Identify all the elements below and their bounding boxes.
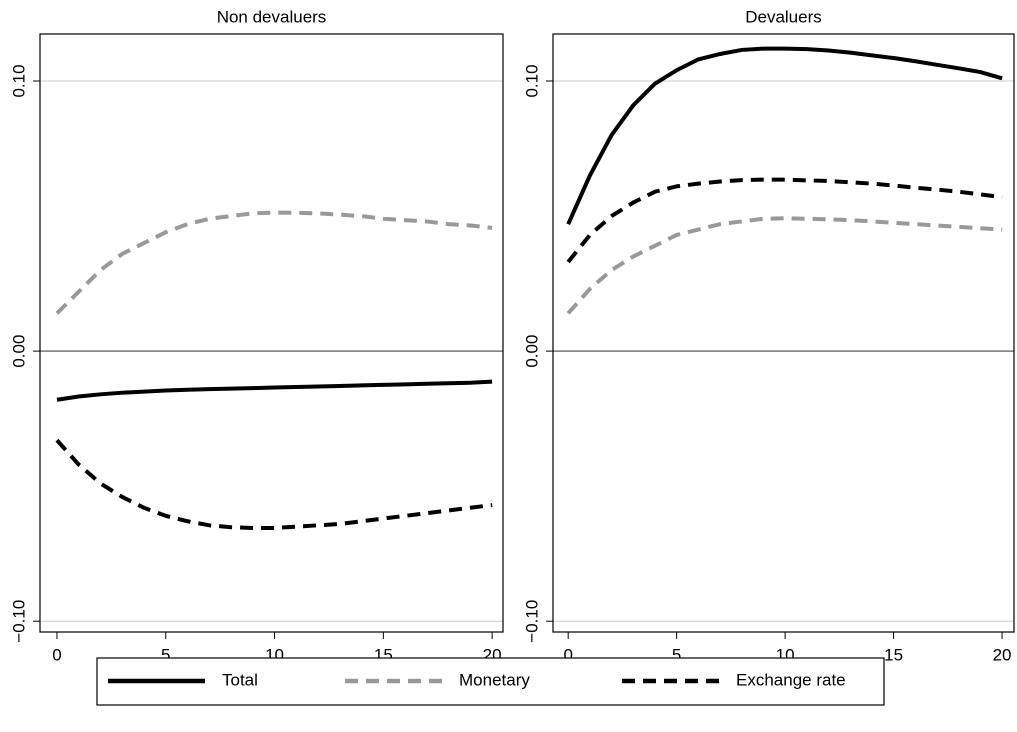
plot-frame: [39, 33, 504, 633]
legend-label: Monetary: [459, 670, 530, 689]
legend-label: Exchange rate: [736, 670, 846, 689]
series-line: [566, 216, 1003, 315]
x-tick-label: 0: [52, 645, 61, 664]
series-line: [56, 379, 493, 402]
series-line: [566, 46, 1003, 225]
panel-title: Non devaluers: [217, 7, 327, 26]
y-tick-label: 0.10: [522, 64, 541, 97]
x-tick-label: 15: [884, 645, 903, 664]
x-tick-label: 0: [563, 645, 572, 664]
panel-title: Devaluers: [745, 7, 822, 26]
y-tick-label: −0.10: [9, 600, 28, 643]
series-line: [55, 438, 493, 531]
x-tick-label: 5: [161, 645, 170, 664]
series-line: [566, 177, 1003, 264]
y-tick-label: 0.00: [522, 335, 541, 368]
y-tick-label: −0.10: [522, 600, 541, 643]
legend-box: [96, 657, 885, 706]
y-tick-label: 0.10: [9, 64, 28, 97]
x-tick-label: 20: [993, 645, 1012, 664]
y-tick-label: 0.00: [9, 335, 28, 368]
legend-label: Total: [222, 670, 258, 689]
plot-frame: [552, 33, 1015, 633]
series-line: [55, 210, 493, 315]
x-tick-label: 5: [672, 645, 681, 664]
